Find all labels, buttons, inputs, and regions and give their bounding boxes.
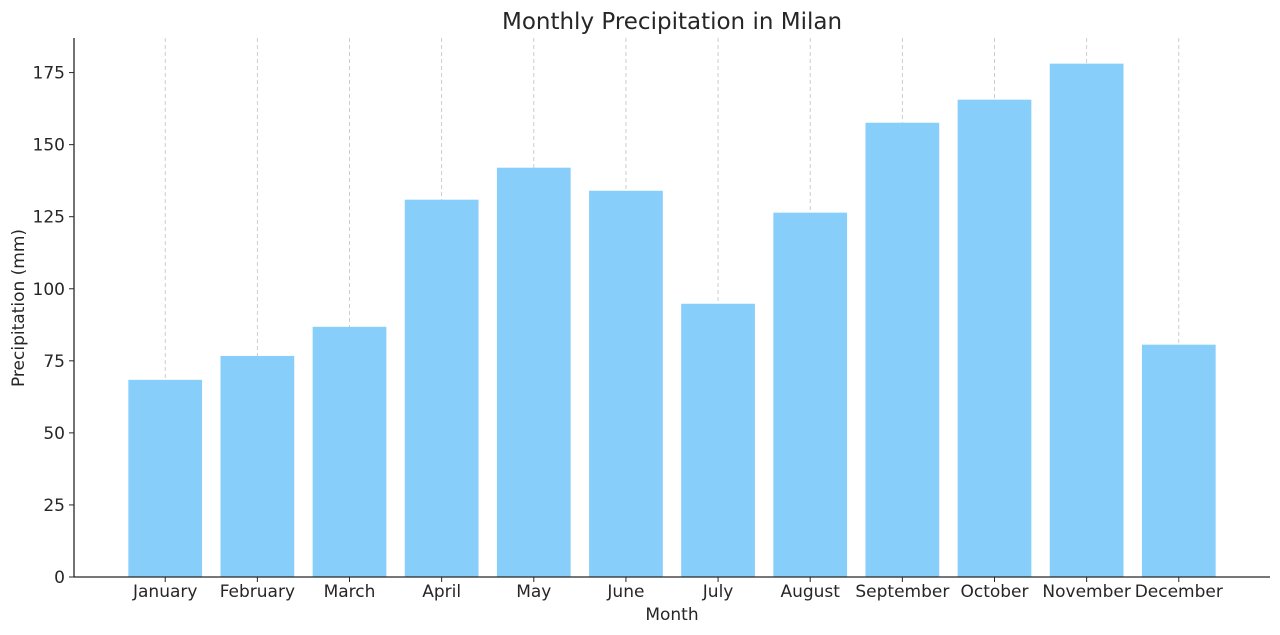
x-tick-label: December <box>1135 582 1223 602</box>
x-tick-label: May <box>516 582 551 602</box>
y-tick-label: 175 <box>33 64 65 84</box>
y-tick-label: 50 <box>43 424 65 444</box>
x-tick-label: January <box>132 582 197 602</box>
bar-december <box>1141 344 1216 577</box>
bar-february <box>220 355 295 577</box>
x-tick-label: September <box>855 582 949 602</box>
bar-november <box>1049 63 1124 577</box>
y-tick-label: 100 <box>33 280 65 300</box>
y-axis-label: Precipitation (mm) <box>9 229 29 387</box>
bars <box>128 63 1216 578</box>
x-tick-label: March <box>324 582 376 602</box>
bar-january <box>128 379 203 577</box>
bar-september <box>865 122 940 577</box>
x-tick-label: February <box>220 582 295 602</box>
bar-august <box>773 212 848 577</box>
y-tick-label: 125 <box>33 208 65 228</box>
x-tick-label: November <box>1042 582 1130 602</box>
y-tick-label: 75 <box>43 352 65 372</box>
bar-july <box>681 303 755 577</box>
y-tick-label: 25 <box>43 496 65 516</box>
x-tick-label: August <box>780 582 840 602</box>
x-tick-label: October <box>960 582 1028 602</box>
y-tick-label: 0 <box>54 568 65 588</box>
bar-april <box>404 199 479 577</box>
bar-march <box>312 326 387 577</box>
bar-june <box>589 190 663 577</box>
bar-may <box>496 167 571 578</box>
y-ticks: 0 25 50 75 100 125 150 175 <box>33 64 74 588</box>
x-tick-label: July <box>702 582 734 602</box>
bar-october <box>957 99 1032 578</box>
x-tick-label: June <box>606 582 644 602</box>
chart-title: Monthly Precipitation in Milan <box>502 9 842 35</box>
axes <box>73 38 1270 578</box>
x-tick-label: April <box>422 582 461 602</box>
x-ticks: January February March April May June July Augu… <box>132 577 1223 602</box>
x-axis-label: Month <box>645 605 698 625</box>
y-tick-label: 150 <box>33 136 65 156</box>
